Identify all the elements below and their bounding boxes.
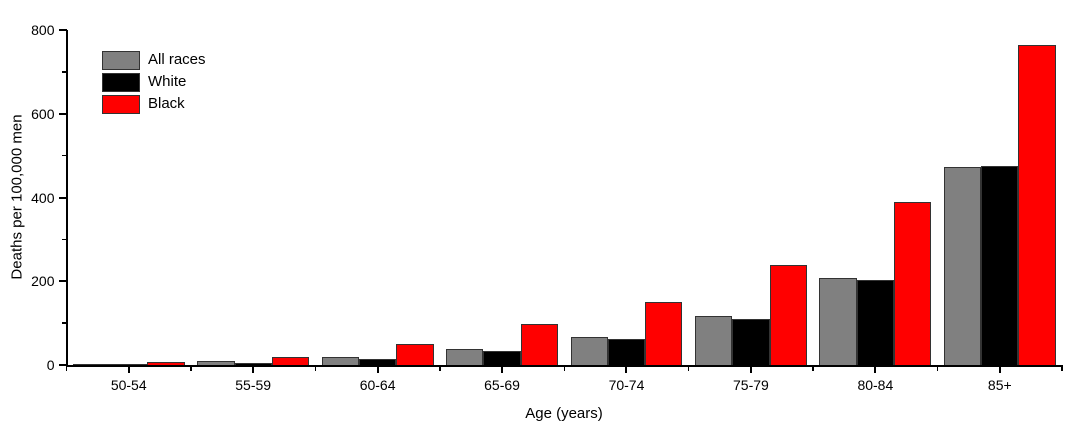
x-minor-tick bbox=[687, 367, 690, 371]
legend-item-all-races: All races bbox=[102, 50, 206, 70]
bar-black-50-54 bbox=[147, 361, 185, 365]
x-tick-label: 75-79 bbox=[733, 377, 769, 393]
x-axis bbox=[65, 365, 1063, 367]
bar-white-85+ bbox=[981, 166, 1019, 365]
bar-black-60-64 bbox=[396, 344, 434, 365]
y-major-tick bbox=[58, 29, 67, 31]
y-tick-label: 600 bbox=[31, 105, 55, 122]
x-minor-tick bbox=[812, 367, 814, 371]
x-minor-tick bbox=[936, 367, 939, 371]
bar-all-races-80-84 bbox=[819, 277, 857, 365]
bar-all-races-60-64 bbox=[321, 357, 359, 365]
bar-white-60-64 bbox=[358, 359, 397, 365]
x-tick-label: 50-54 bbox=[110, 377, 147, 393]
legend-label: White bbox=[148, 73, 187, 90]
x-tick-label: 80-84 bbox=[857, 377, 894, 393]
bar-black-55-59 bbox=[271, 356, 310, 365]
legend-swatch bbox=[102, 72, 140, 92]
bar-white-55-59 bbox=[234, 362, 272, 365]
x-tick-label: 65-69 bbox=[484, 377, 520, 393]
bar-all-races-55-59 bbox=[197, 361, 235, 365]
y-tick-label: 0 bbox=[46, 357, 55, 373]
bar-black-85+ bbox=[1018, 44, 1056, 365]
legend-item-white: White bbox=[102, 72, 206, 92]
x-minor-tick bbox=[314, 367, 317, 371]
y-tick-label: 400 bbox=[31, 189, 55, 206]
y-minor-tick bbox=[61, 238, 67, 241]
bar-black-65-69 bbox=[520, 324, 558, 365]
bar-white-50-54 bbox=[110, 364, 148, 365]
y-major-tick bbox=[58, 112, 67, 115]
bar-all-races-65-69 bbox=[446, 349, 484, 365]
bar-white-75-79 bbox=[732, 318, 770, 365]
bar-white-65-69 bbox=[483, 350, 521, 365]
bar-white-70-74 bbox=[607, 339, 646, 365]
x-major-tick bbox=[874, 367, 877, 373]
legend-swatch bbox=[102, 50, 140, 70]
x-tick-label: 70-74 bbox=[608, 377, 645, 393]
x-major-tick bbox=[127, 367, 130, 373]
x-minor-tick bbox=[190, 367, 192, 371]
y-tick-label: 200 bbox=[31, 273, 55, 290]
x-minor-tick bbox=[1061, 367, 1063, 371]
legend-label: All races bbox=[148, 51, 206, 68]
bar-all-races-85+ bbox=[943, 166, 982, 365]
x-major-tick bbox=[252, 367, 255, 373]
bar-black-75-79 bbox=[769, 264, 807, 365]
x-major-tick bbox=[501, 367, 504, 373]
y-major-tick bbox=[58, 196, 67, 199]
x-major-tick bbox=[376, 367, 379, 373]
x-axis-title: Age (years) bbox=[525, 405, 603, 422]
x-major-tick bbox=[749, 367, 752, 373]
y-axis bbox=[65, 30, 68, 367]
x-tick-label: 60-64 bbox=[359, 377, 396, 393]
x-minor-tick bbox=[563, 367, 565, 371]
bar-black-80-84 bbox=[893, 201, 932, 365]
bar-all-races-50-54 bbox=[72, 363, 111, 365]
x-major-tick bbox=[998, 367, 1001, 373]
y-minor-tick bbox=[61, 154, 67, 157]
x-major-tick bbox=[625, 367, 628, 373]
legend-item-black: Black bbox=[102, 94, 206, 114]
legend: All races White Black bbox=[102, 50, 206, 116]
x-tick-label: 55-59 bbox=[235, 377, 272, 393]
y-axis-title: Deaths per 100,000 men bbox=[8, 114, 26, 280]
x-minor-tick bbox=[439, 367, 441, 371]
bar-all-races-70-74 bbox=[570, 336, 608, 365]
bar-white-80-84 bbox=[856, 279, 894, 365]
y-minor-tick bbox=[61, 322, 67, 324]
y-tick-label: 800 bbox=[31, 22, 55, 38]
y-minor-tick bbox=[61, 71, 67, 73]
bar-all-races-75-79 bbox=[694, 316, 733, 365]
x-tick-label: 85+ bbox=[987, 377, 1012, 393]
y-major-tick bbox=[58, 280, 67, 283]
bar-black-70-74 bbox=[645, 302, 683, 365]
legend-label: Black bbox=[148, 95, 185, 112]
legend-swatch bbox=[102, 94, 140, 114]
y-major-tick bbox=[58, 364, 67, 366]
x-minor-tick bbox=[65, 367, 68, 371]
